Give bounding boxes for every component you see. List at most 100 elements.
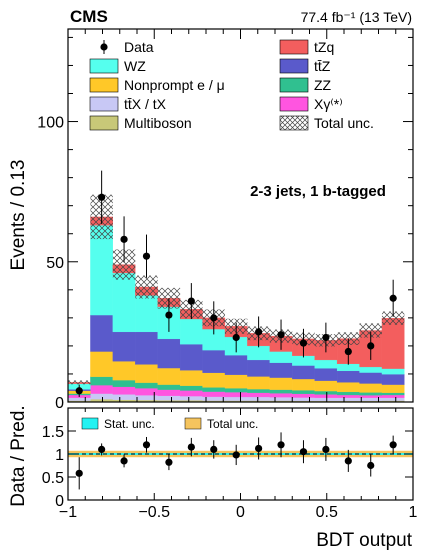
ratio-point [367, 461, 375, 470]
legend-swatch-tZq [279, 39, 309, 55]
data-point [344, 347, 352, 356]
main-y-tick-label: 50 [46, 255, 64, 272]
stack-bar-ttZ [247, 359, 270, 377]
stack-bar-WZ [135, 295, 158, 333]
stack-bar-ttX [179, 395, 203, 401]
stack-bar-ttX [336, 397, 360, 402]
stack-bar-WZ [381, 368, 405, 375]
legend-label-nonprompt: Nonprompt e / μ [124, 77, 225, 93]
stack-bar-ttZ [224, 355, 248, 375]
stack-bar-ZZ [292, 390, 315, 395]
ratio-legend-label-stat: Stat. unc. [104, 417, 155, 431]
stack-bar-ttZ [112, 331, 136, 362]
stack-bar-ttZ [202, 349, 226, 373]
stack-bar-WZ [247, 345, 270, 361]
stack-bar-ttZ [336, 370, 360, 383]
stack-bar-Xgamma [112, 386, 136, 395]
ratio-y-tick-label: 1 [55, 447, 64, 464]
main-y-tick-label: 100 [37, 115, 64, 132]
data-point [142, 252, 151, 260]
data-point [165, 311, 173, 319]
stack-bar-Xgamma [157, 389, 181, 396]
main-plot-area [67, 170, 405, 403]
stack-bar-Xgamma [247, 392, 270, 398]
stack-bar-tZq [381, 317, 405, 369]
ratio-y-ticks: 0 0.5 1 1.5 [42, 424, 413, 510]
stack-bar-ttX [224, 396, 248, 401]
stack-bar-ttZ [292, 365, 315, 380]
x-tick-label: −0.5 [138, 504, 170, 521]
stack-bar-ZZ [157, 384, 181, 390]
ratio-legend-swatch-total [184, 417, 202, 430]
stack-bar-nonprompt [90, 351, 114, 377]
stack-bar-nonprompt [157, 367, 181, 385]
ratio-point [299, 448, 308, 456]
stack-bar-nonprompt [247, 376, 270, 390]
data-point [389, 294, 397, 302]
total-unc-band [381, 311, 405, 325]
stack-bar-Xgamma [224, 392, 248, 398]
ratio-legend-swatch-stat [81, 417, 99, 430]
main-y-axis-label: Events / 0.13 [8, 160, 29, 271]
stack-bar-ttZ [157, 338, 181, 369]
legend-swatch-ttX [89, 96, 119, 112]
stack-bar-WZ [359, 366, 383, 373]
x-tick-label: 0.5 [316, 504, 338, 521]
ratio-point [142, 441, 151, 449]
ratio-point [210, 445, 218, 453]
data-point [367, 342, 375, 350]
legend-label-WZ: WZ [124, 58, 146, 74]
stack-bar-nonprompt [224, 374, 248, 389]
stack-bar-Xgamma [292, 393, 315, 398]
ratio-point [232, 451, 240, 459]
stack-bar-Xgamma [314, 394, 338, 398]
stack-bar-nonprompt [269, 377, 293, 390]
stack-bar-WZ [112, 272, 136, 333]
stack-bar-ttX [314, 397, 338, 402]
x-ticks: −1 −0.5 0 0.5 1 [59, 29, 418, 521]
region-annotation: 2-3 jets, 1 b-tagged [250, 183, 386, 200]
x-tick-label: 0 [236, 504, 245, 521]
stack-bar-ZZ [381, 392, 405, 396]
stack-bar-ZZ [179, 385, 203, 391]
ratio-point [120, 457, 128, 465]
ratio-point [165, 458, 173, 466]
ratio-plot-area [68, 432, 413, 490]
total-unc-band [68, 380, 91, 385]
stack-bar-ttX [247, 396, 270, 401]
stack-bar-ttX [157, 395, 181, 401]
ratio-point [98, 445, 106, 453]
data-point [210, 314, 218, 322]
stack-bar-Xgamma [202, 391, 226, 397]
legend-swatch-nonprompt [89, 77, 119, 93]
total-unc-band [112, 249, 136, 280]
stack-bar-ttX [269, 397, 293, 401]
main-y-ticks: 0 50 100 [37, 36, 413, 412]
x-tick-label: −1 [59, 504, 77, 521]
stack-bar-ZZ [336, 391, 360, 396]
legend-swatch-Xgamma [279, 96, 309, 112]
legend-label-ZZ: ZZ [314, 77, 332, 93]
stack-bar-ttZ [179, 344, 203, 371]
stack-bar-ttZ [269, 362, 293, 378]
stack-bar-Xgamma [336, 394, 360, 398]
stack-bar-ZZ [112, 379, 136, 388]
stack-bar-nonprompt [292, 378, 315, 391]
ratio-y-tick-label: 0 [55, 493, 64, 510]
data-point [75, 387, 83, 395]
total-unc-band [135, 275, 158, 299]
stack-bar-nonprompt [381, 384, 405, 393]
stack-bar-WZ [314, 359, 338, 369]
stack-bar-ZZ [90, 376, 114, 386]
stack-bar-ZZ [269, 389, 293, 394]
ratio-point [322, 445, 330, 453]
stack-bar-nonprompt [314, 380, 338, 392]
legend-label-tZq: tZq [314, 39, 334, 55]
stack-bar-WZ [269, 351, 293, 363]
legend-swatch-ttZ [279, 58, 309, 74]
stack-bar-WZ [336, 363, 360, 372]
data-point [255, 328, 263, 336]
legend-swatch-unc [279, 115, 309, 131]
ratio-stat-unc-band [68, 453, 413, 455]
